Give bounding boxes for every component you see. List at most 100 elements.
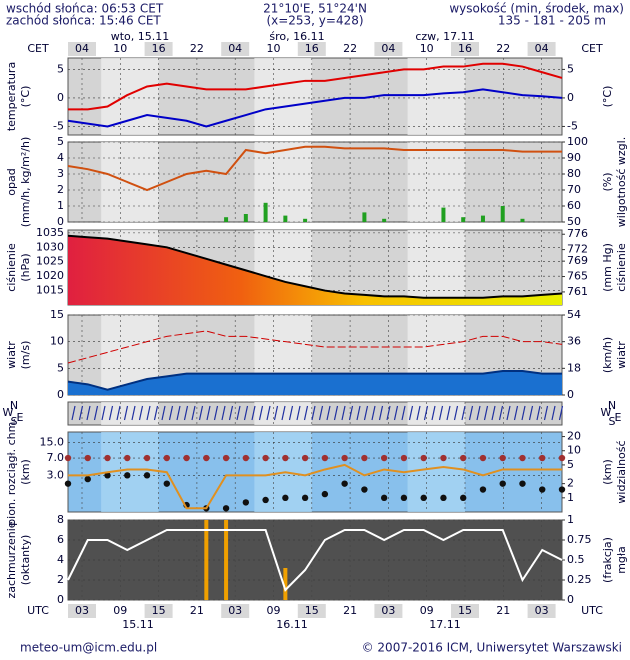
hour-box — [68, 604, 96, 618]
y2-tick-label: 0 — [567, 593, 574, 606]
wind-arrow — [266, 405, 271, 421]
day-label: 15.11 — [122, 618, 154, 631]
y2-tick-label: 100 — [567, 135, 588, 148]
hour-box — [221, 604, 250, 618]
wind-arrow — [438, 405, 444, 421]
day-label: 17.11 — [429, 618, 461, 631]
day-band — [407, 230, 465, 305]
y-tick-label: 1 — [57, 199, 64, 212]
dot — [361, 486, 368, 493]
hour-label: 04 — [381, 42, 395, 55]
zone: CET — [27, 42, 49, 55]
axis-label: temperatura — [5, 62, 18, 131]
wind-arrow — [393, 405, 399, 421]
compass: S — [11, 415, 18, 428]
dot — [163, 480, 170, 487]
bar — [204, 520, 209, 600]
sunset: zachód słońca: 15:46 CET — [6, 14, 161, 28]
hour-label: 16 — [305, 42, 319, 55]
wind-arrow — [161, 405, 166, 421]
day-band — [254, 142, 312, 222]
wind-arrow — [468, 405, 474, 421]
wind-arrow — [386, 405, 391, 421]
hour-label: 21 — [496, 604, 510, 617]
wind-arrow — [558, 405, 564, 421]
wind-arrow — [183, 405, 189, 421]
day-band — [101, 402, 159, 425]
hour-box — [144, 42, 173, 56]
y2-tick-label: 20 — [567, 430, 581, 443]
y-tick-label: 6 — [57, 533, 64, 546]
dot — [440, 454, 447, 462]
line — [67, 88, 563, 128]
dot — [64, 480, 72, 487]
dot — [222, 505, 230, 512]
day-band — [407, 58, 465, 135]
wind-arrow — [296, 405, 301, 421]
hour-label: 16 — [458, 42, 472, 55]
zone: UTC — [27, 604, 49, 617]
line — [67, 529, 563, 592]
wind-arrow — [333, 405, 339, 421]
bar — [224, 520, 229, 600]
wind-arrow — [168, 405, 174, 421]
dot — [104, 472, 111, 479]
wind-arrow — [273, 405, 279, 421]
dot — [420, 494, 427, 502]
hour-label: 15 — [305, 604, 319, 617]
y2-tick-label: 761 — [567, 285, 588, 298]
dot — [321, 454, 329, 462]
wind-arrow — [491, 405, 496, 421]
dot — [262, 454, 269, 462]
y-tick-label: 1030 — [36, 240, 64, 253]
line — [67, 145, 562, 192]
hour-label: 04 — [535, 42, 549, 55]
dot — [301, 494, 309, 502]
bar — [382, 218, 387, 222]
wind-arrow — [251, 405, 256, 421]
wind-arrow — [498, 405, 504, 421]
dot — [64, 454, 72, 462]
y2-tick-label: 0.25 — [567, 573, 592, 586]
hour-label: 03 — [75, 604, 89, 617]
bar — [224, 217, 229, 222]
hour-box — [297, 604, 326, 618]
line — [67, 234, 563, 299]
zone: UTC — [581, 604, 603, 617]
wind-arrow — [243, 405, 249, 421]
hour-label: 03 — [228, 604, 242, 617]
y2-tick-label: 54 — [567, 308, 581, 321]
dot — [479, 454, 487, 462]
hour-label: 09 — [420, 604, 434, 617]
wind-arrow — [213, 405, 219, 421]
axis-label: (°C) — [19, 86, 32, 108]
dot — [380, 454, 388, 462]
dot — [400, 454, 408, 462]
y-tick-label: 15 — [50, 308, 64, 321]
wind-arrow — [138, 405, 144, 421]
bar — [362, 212, 367, 222]
dot — [321, 490, 329, 498]
dot — [460, 494, 467, 502]
bar — [283, 568, 288, 600]
y2-tick-label: 0 — [567, 91, 574, 104]
hour-box — [527, 604, 556, 618]
hour-box — [144, 604, 173, 618]
dot — [84, 454, 91, 462]
wind-arrow — [281, 405, 286, 421]
area — [68, 235, 562, 305]
y2-tick-label: 1 — [567, 513, 574, 526]
wind-arrow — [506, 405, 511, 421]
hour-label: 10 — [113, 42, 127, 55]
wind-arrow — [483, 405, 489, 421]
day-band — [407, 402, 465, 425]
dot — [124, 472, 131, 479]
y2-tick-label: 2 — [567, 477, 574, 490]
dot — [222, 454, 230, 462]
hour-box — [527, 42, 556, 56]
hour-box — [374, 42, 403, 56]
bar — [520, 218, 525, 222]
wind-arrow — [348, 405, 354, 421]
wind-arrow — [191, 405, 196, 421]
dot — [380, 494, 388, 502]
